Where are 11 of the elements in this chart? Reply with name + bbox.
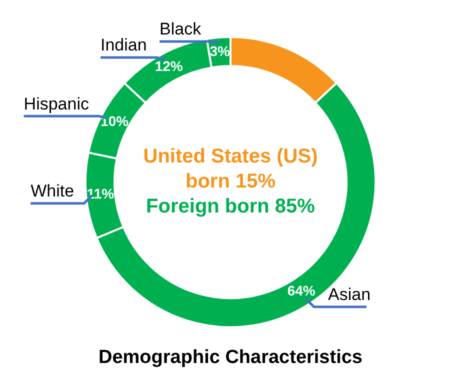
slice-label: Hispanic [24,94,90,114]
slice-label: Asian [328,285,371,304]
text: United States (US) born 15% [143,146,318,193]
slice-label: Black [160,20,202,39]
text: Demographic Characteristics [98,346,362,368]
data-label: 3% [210,42,230,59]
slice-label: Indian [100,36,147,55]
text: Foreign born 85% [146,196,316,218]
data-label: 12% [154,58,184,74]
slice-label: White [30,182,74,201]
data-label: 64% [287,282,316,299]
